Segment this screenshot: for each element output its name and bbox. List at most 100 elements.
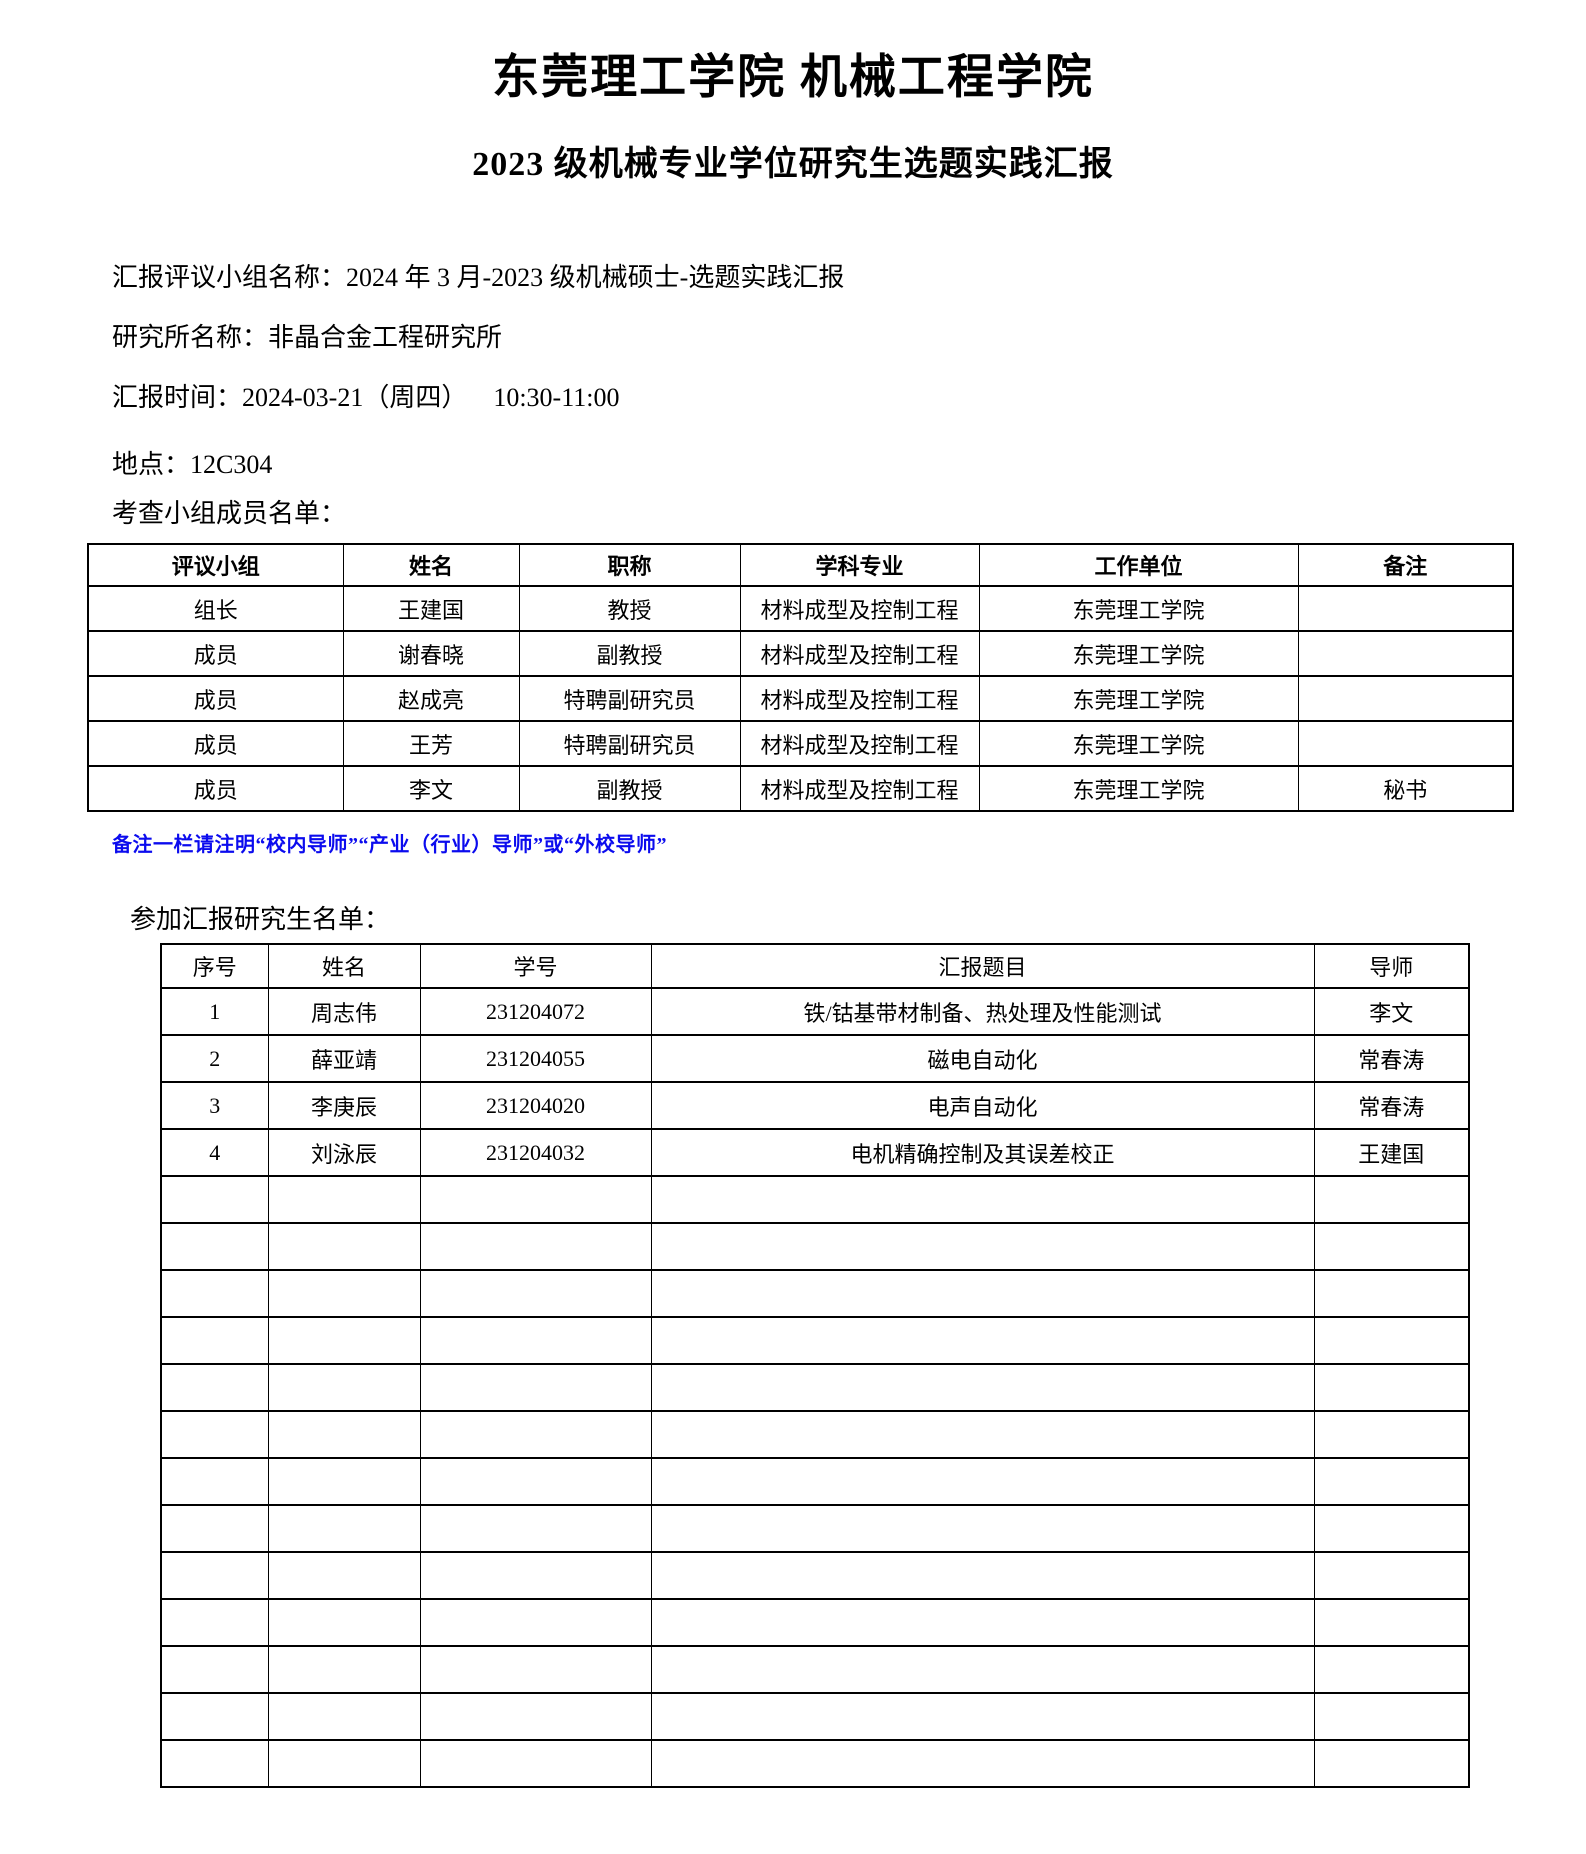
committee-cell: 东莞理工学院: [978, 630, 1299, 677]
student-cell: [419, 1316, 652, 1365]
student-cell: [1313, 1363, 1470, 1412]
student-cell: 231204072: [419, 987, 652, 1036]
student-cell: [419, 1551, 652, 1600]
committee-cell: 秘书: [1297, 765, 1514, 812]
student-cell: [160, 1504, 269, 1553]
student-cell: [419, 1504, 652, 1553]
student-cell: 磁电自动化: [650, 1034, 1315, 1083]
committee-row: 成员 赵成亮 特聘副研究员 材料成型及控制工程 东莞理工学院: [87, 675, 1514, 722]
student-cell: 常春涛: [1313, 1081, 1470, 1130]
student-cell: [267, 1551, 421, 1600]
committee-column-header: 职称: [518, 543, 741, 587]
student-empty-row: [160, 1551, 1470, 1600]
committee-column-header: 备注: [1297, 543, 1514, 587]
committee-cell: 东莞理工学院: [978, 675, 1299, 722]
info-line-institute: 研究所名称：非晶合金工程研究所: [112, 323, 503, 352]
student-cell: 王建国: [1313, 1128, 1470, 1177]
committee-section-label: 考查小组成员名单：: [112, 499, 347, 528]
committee-cell: 成员: [87, 630, 344, 677]
student-cell: [650, 1316, 1315, 1365]
student-cell: [160, 1598, 269, 1647]
student-cell: [160, 1222, 269, 1271]
committee-column-header: 姓名: [342, 543, 520, 587]
committee-cell: 东莞理工学院: [978, 720, 1299, 767]
committee-cell: 副教授: [518, 765, 741, 812]
student-cell: 231204055: [419, 1034, 652, 1083]
student-cell: 3: [160, 1081, 269, 1130]
student-cell: 李文: [1313, 987, 1470, 1036]
committee-cell: [1297, 585, 1514, 632]
student-cell: [160, 1316, 269, 1365]
info-line-time: 汇报时间：2024-03-21（周四） 10:30-11:00: [112, 383, 620, 412]
committee-cell: 成员: [87, 720, 344, 767]
doc-subtitle: 2023 级机械专业学位研究生选题实践汇报: [472, 146, 1114, 183]
student-cell: 2: [160, 1034, 269, 1083]
student-empty-row: [160, 1692, 1470, 1741]
student-cell: [160, 1175, 269, 1224]
student-cell: [267, 1739, 421, 1788]
committee-cell: 李文: [342, 765, 520, 812]
student-cell: [1313, 1175, 1470, 1224]
student-cell: [1313, 1739, 1470, 1788]
student-row: 1 周志伟 231204072 铁/钴基带材制备、热处理及性能测试 李文: [160, 987, 1470, 1036]
student-cell: [160, 1363, 269, 1412]
committee-table-head: 评议小组 姓名 职称 学科专业 工作单位 备注: [87, 543, 1514, 587]
student-cell: 4: [160, 1128, 269, 1177]
committee-row: 成员 李文 副教授 材料成型及控制工程 东莞理工学院 秘书: [87, 765, 1514, 812]
student-cell: [650, 1269, 1315, 1318]
student-empty-row: [160, 1363, 1470, 1412]
committee-row: 成员 王芳 特聘副研究员 材料成型及控制工程 东莞理工学院: [87, 720, 1514, 767]
committee-cell: 成员: [87, 765, 344, 812]
student-cell: [267, 1645, 421, 1694]
student-cell: [267, 1410, 421, 1459]
committee-cell: 成员: [87, 675, 344, 722]
student-cell: [650, 1222, 1315, 1271]
student-empty-row: [160, 1504, 1470, 1553]
student-cell: [160, 1410, 269, 1459]
student-cell: [267, 1504, 421, 1553]
student-column-header: 姓名: [267, 943, 421, 989]
student-cell: [1313, 1645, 1470, 1694]
committee-cell: 组长: [87, 585, 344, 632]
student-cell: [650, 1363, 1315, 1412]
committee-column-header: 学科专业: [739, 543, 980, 587]
student-empty-row: [160, 1175, 1470, 1224]
student-cell: [650, 1739, 1315, 1788]
committee-table-body: 组长 王建国 教授 材料成型及控制工程 东莞理工学院 成员 谢春晓 副教授 材料成型及控制工程东…: [87, 585, 1514, 812]
students-table: 序号 姓名 学号 汇报题目 导师 1 周志伟 231204072 铁/钴基带材制备、热处理及性…: [160, 943, 1470, 1788]
student-cell: [267, 1316, 421, 1365]
student-cell: [1313, 1692, 1470, 1741]
student-cell: [1313, 1457, 1470, 1506]
student-cell: [650, 1645, 1315, 1694]
student-column-header: 汇报题目: [650, 943, 1315, 989]
student-cell: [267, 1269, 421, 1318]
student-cell: 1: [160, 987, 269, 1036]
student-empty-row: [160, 1457, 1470, 1506]
students-section-label: 参加汇报研究生名单：: [130, 905, 391, 934]
student-cell: [267, 1457, 421, 1506]
student-cell: [419, 1175, 652, 1224]
student-cell: [1313, 1316, 1470, 1365]
student-cell: 李庚辰: [267, 1081, 421, 1130]
students-table-body: 1 周志伟 231204072 铁/钴基带材制备、热处理及性能测试 李文 2 薛亚靖 2312…: [160, 987, 1470, 1788]
info-line-location: 地点：12C304: [112, 450, 273, 479]
committee-cell: 特聘副研究员: [518, 675, 741, 722]
committee-column-header: 评议小组: [87, 543, 344, 587]
student-empty-row: [160, 1739, 1470, 1788]
student-cell: [267, 1222, 421, 1271]
student-empty-row: [160, 1269, 1470, 1318]
committee-row: 组长 王建国 教授 材料成型及控制工程 东莞理工学院: [87, 585, 1514, 632]
student-cell: 刘泳辰: [267, 1128, 421, 1177]
committee-cell: 材料成型及控制工程: [739, 585, 980, 632]
student-empty-row: [160, 1410, 1470, 1459]
committee-cell: 东莞理工学院: [978, 765, 1299, 812]
committee-cell: 材料成型及控制工程: [739, 675, 980, 722]
student-row: 3 李庚辰 231204020 电声自动化 常春涛: [160, 1081, 1470, 1130]
student-cell: 常春涛: [1313, 1034, 1470, 1083]
student-cell: [419, 1739, 652, 1788]
student-cell: [160, 1692, 269, 1741]
students-table-head: 序号 姓名 学号 汇报题目 导师: [160, 943, 1470, 989]
student-cell: [419, 1363, 652, 1412]
student-cell: [650, 1504, 1315, 1553]
student-cell: [1313, 1598, 1470, 1647]
